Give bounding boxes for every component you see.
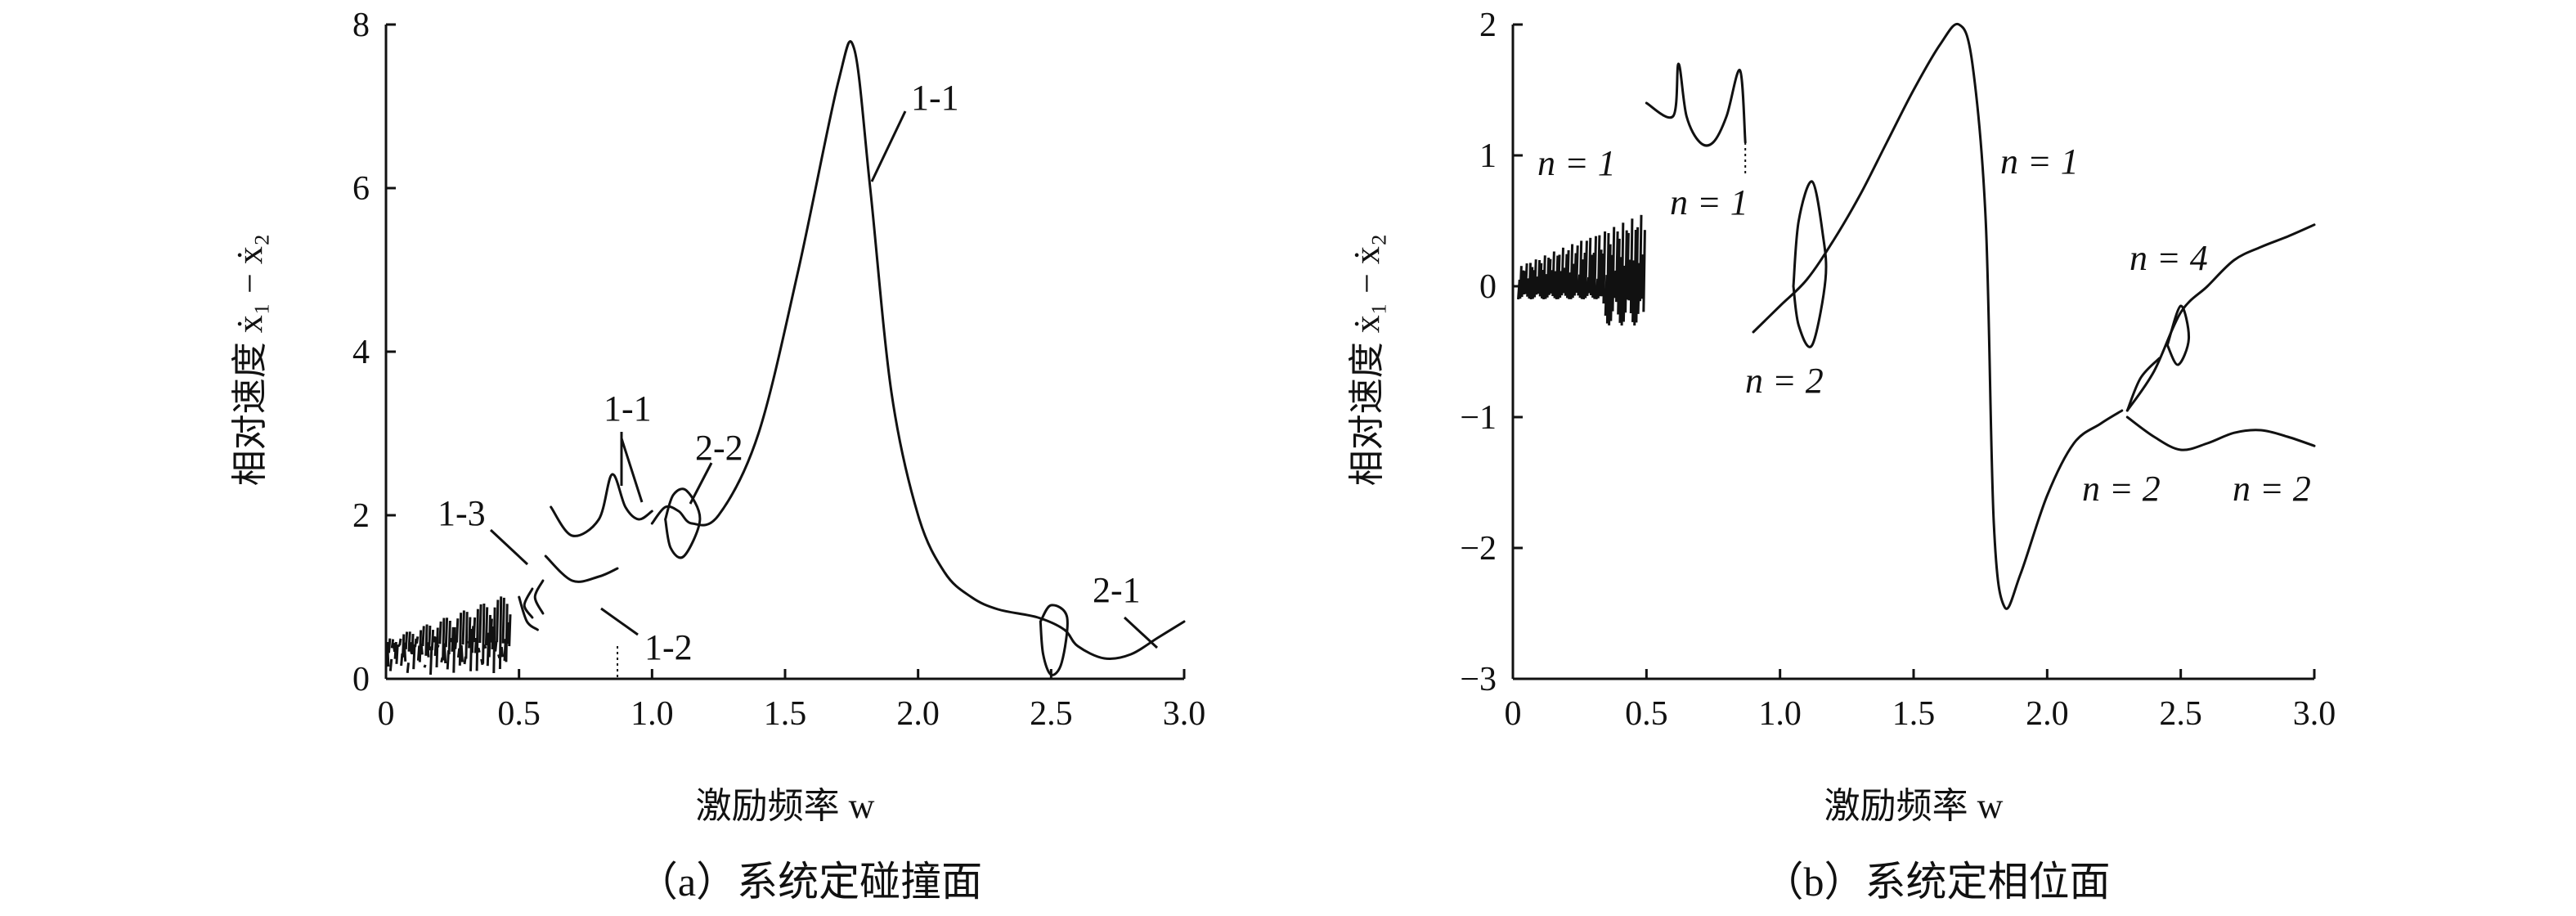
annotation-2-1: 2-1 (1093, 570, 1141, 610)
x-tick-label: 2.0 (2026, 695, 2069, 733)
y-axis-label: 相对速度 ẋ₁ − ẋ₂ (230, 234, 270, 487)
y-tick-label: 6 (352, 170, 370, 208)
leader-1-2 (600, 607, 639, 636)
x-tick-label: 2.0 (896, 695, 940, 733)
x-tick-label: 1.0 (631, 695, 674, 733)
series-line-1 (1645, 62, 1747, 147)
annotation-1-1-peak: 1-1 (911, 78, 959, 118)
annotation-n4: n = 4 (2129, 238, 2208, 278)
x-tick-label: 0 (1505, 695, 1522, 733)
annotation-n1-left: n = 1 (1537, 143, 1616, 183)
y-tick-label: 2 (352, 497, 370, 535)
arc-1-3b (533, 579, 545, 615)
x-tick-label: 1.5 (764, 695, 807, 733)
y-tick-label: −1 (1460, 399, 1497, 437)
x-tick-label: 3.0 (2293, 695, 2336, 733)
y-tick-label: 2 (1479, 7, 1497, 44)
leader-1-1-peak (870, 110, 907, 182)
x-tick-label: 2.5 (2159, 695, 2202, 733)
leader-2-1 (1123, 616, 1159, 649)
annotation-n2-right: n = 2 (2233, 469, 2311, 509)
x-tick-label: 0.5 (1625, 695, 1668, 733)
series-line-3 (544, 555, 619, 583)
x-tick-label: 1.5 (1892, 695, 1936, 733)
series-line-4 (518, 595, 539, 631)
chaotic-region (1517, 214, 1646, 326)
arc-1-3a (523, 587, 534, 619)
series-line-2 (1752, 22, 2124, 610)
loop-n4 (2165, 304, 2191, 366)
loop-2-1 (1039, 604, 1069, 676)
leader-1-3 (489, 528, 529, 566)
series-line-3 (2125, 223, 2316, 412)
branch-n4 (2125, 357, 2161, 412)
y-tick-label: −3 (1460, 661, 1497, 698)
panel-caption: （a）系统定碰撞面 (637, 859, 982, 905)
x-axis-label: 激励频率 w (1824, 786, 2004, 826)
annotation-n1-mid: n = 1 (1670, 182, 1748, 222)
y-tick-label: 0 (352, 661, 370, 698)
annotation-2-2: 2-2 (695, 428, 743, 468)
y-tick-label: −2 (1460, 530, 1497, 568)
loop-n2 (1792, 180, 1828, 348)
y-tick-label: 1 (1479, 137, 1497, 175)
x-tick-label: 2.5 (1030, 695, 1073, 733)
panel-b: 0 0.5 1.0 1.5 2.0 2.5 3.0 −3 −2 −1 0 1 2 激励频率 w 相对速度 ẋ… (1347, 7, 2336, 905)
annotation-1-3: 1-3 (438, 493, 486, 533)
leader-1-1-small-b (620, 438, 644, 503)
annotation-1-1-small: 1-1 (604, 388, 652, 429)
series-line-4 (2125, 415, 2316, 451)
leader-2-2 (689, 462, 713, 505)
annotation-n2-lower: n = 2 (2082, 469, 2161, 509)
x-axis-label: 激励频率 w (696, 786, 875, 826)
chaotic-region (386, 596, 512, 675)
y-tick-label: 4 (352, 334, 370, 371)
series-line-1 (550, 473, 653, 537)
x-tick-label: 1.0 (1758, 695, 1802, 733)
x-tick-label: 0 (378, 695, 395, 733)
annotation-n1-peak: n = 1 (2000, 141, 2079, 182)
y-axis-label: 相对速度 ẋ₁ − ẋ₂ (1347, 234, 1387, 487)
x-tick-label: 0.5 (497, 695, 541, 733)
loop-2-2 (664, 487, 702, 559)
annotation-n2-loop: n = 2 (1745, 361, 1824, 401)
panel-caption: （b）系统定相位面 (1763, 859, 2111, 905)
series-line-2 (650, 40, 1186, 661)
annotation-1-2: 1-2 (644, 627, 693, 667)
x-tick-label: 3.0 (1163, 695, 1206, 733)
y-tick-label: 8 (352, 7, 370, 44)
y-tick-label: 0 (1479, 268, 1497, 306)
panel-a: 0 0.5 1.0 1.5 2.0 2.5 3.0 0 2 4 6 8 激励频率 w 相对速度 ẋ₁ − … (230, 7, 1205, 905)
